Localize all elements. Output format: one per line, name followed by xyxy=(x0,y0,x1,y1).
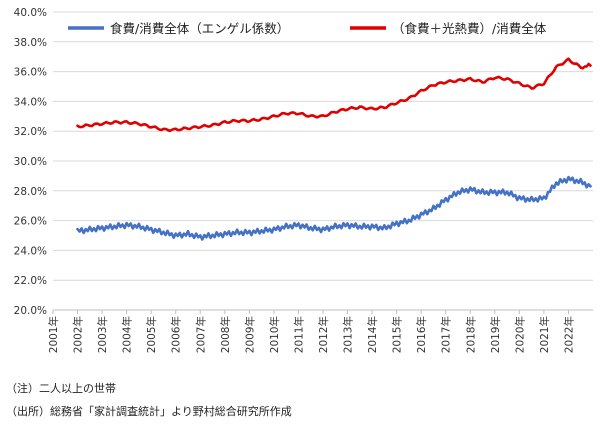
legend-label: 食費/消費全体（エンゲル係数） xyxy=(110,21,289,36)
x-tick-label: 2009年 xyxy=(243,316,256,353)
x-tick-label: 2017年 xyxy=(440,316,453,353)
y-tick-label: 30.0% xyxy=(14,156,47,168)
x-tick-label: 2019年 xyxy=(489,316,502,353)
x-tick-label: 2018年 xyxy=(464,316,477,353)
y-tick-label: 26.0% xyxy=(14,216,47,228)
x-tick-label: 2022年 xyxy=(562,316,575,353)
y-tick-label: 36.0% xyxy=(14,67,47,79)
legend-label: （食費＋光熱費）/消費全体 xyxy=(392,21,547,36)
x-tick-label: 2016年 xyxy=(415,316,428,353)
legend: 食費/消費全体（エンゲル係数） （食費＋光熱費）/消費全体 xyxy=(68,21,547,36)
y-tick-label: 22.0% xyxy=(14,275,47,287)
x-tick-label: 2021年 xyxy=(538,316,551,353)
y-tick-label: 24.0% xyxy=(14,245,47,257)
x-tick-label: 2007年 xyxy=(194,316,207,353)
series-line-2 xyxy=(76,57,592,133)
x-tick-label: 2003年 xyxy=(96,316,109,353)
x-tick-label: 2004年 xyxy=(121,316,134,353)
y-tick-label: 20.0% xyxy=(14,305,47,317)
y-tick-label: 28.0% xyxy=(14,186,47,198)
x-tick-label: 2012年 xyxy=(317,316,330,353)
x-tick-label: 2013年 xyxy=(342,316,355,353)
y-tick-label: 34.0% xyxy=(14,96,47,108)
x-tick-label: 2015年 xyxy=(391,316,404,353)
y-tick-label: 38.0% xyxy=(14,37,47,49)
x-tick-label: 2008年 xyxy=(219,316,232,353)
x-tick-label: 2011年 xyxy=(292,316,305,353)
x-tick-label: 2001年 xyxy=(47,316,60,353)
y-tick-label: 40.0% xyxy=(14,7,47,19)
x-tick-label: 2010年 xyxy=(268,316,281,353)
x-tick-label: 2002年 xyxy=(72,316,85,353)
footnote-source: （出所）総務省「家計調査統計」より野村総合研究所作成 xyxy=(6,405,292,418)
series-lines xyxy=(76,57,592,241)
footnote-households: （注）二人以上の世帯 xyxy=(6,382,116,395)
x-tick-label: 2014年 xyxy=(366,316,379,353)
x-tick-label: 2020年 xyxy=(513,316,526,353)
gridlines xyxy=(53,11,593,281)
axes: 20.0% 22.0% 24.0% 26.0% 28.0% 30.0% 32.0% 34.0%… xyxy=(14,7,593,353)
x-tick-label: 2005年 xyxy=(145,316,158,353)
y-tick-label: 32.0% xyxy=(14,126,47,138)
series-line-1 xyxy=(76,175,592,241)
x-tick-label: 2006年 xyxy=(170,316,183,353)
line-chart: 20.0% 22.0% 24.0% 26.0% 28.0% 30.0% 32.0% 34.0%… xyxy=(14,7,593,353)
